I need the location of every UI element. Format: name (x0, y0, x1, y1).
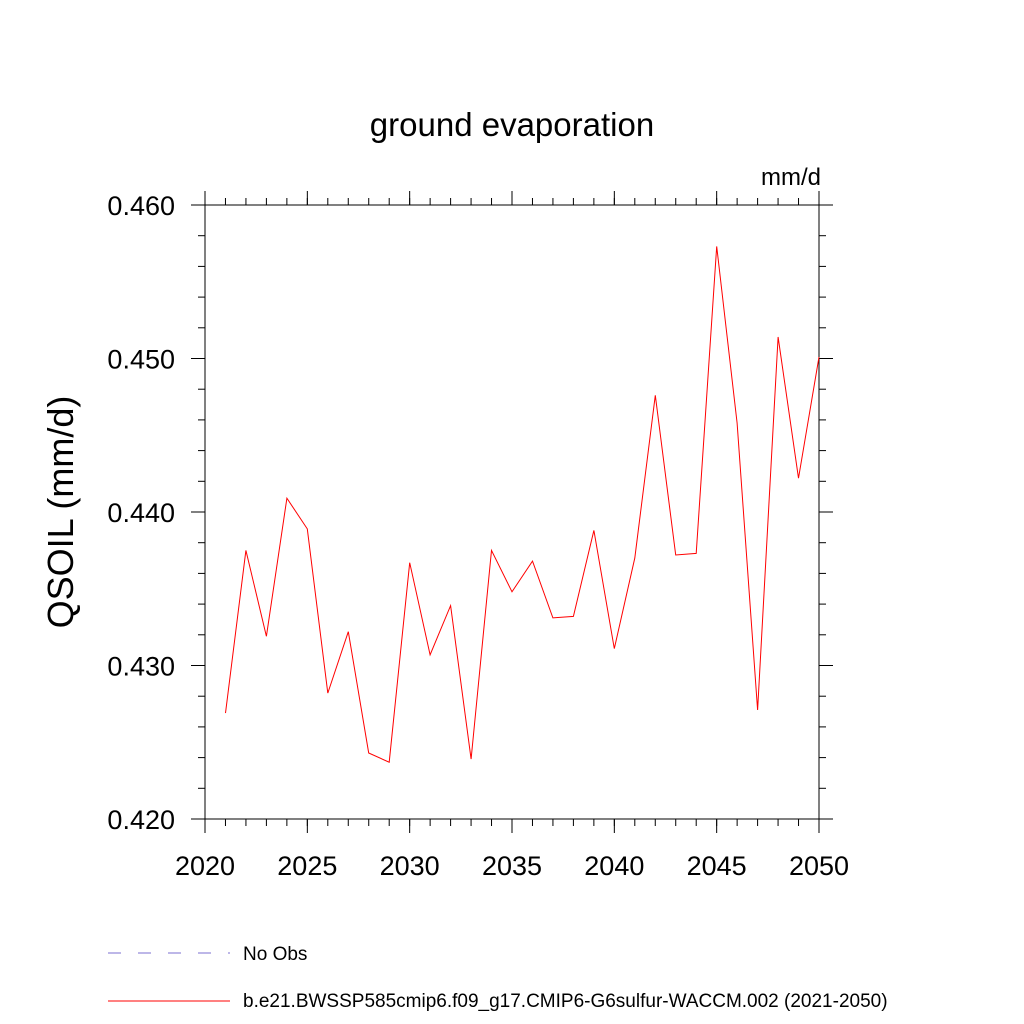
legend-label-no-obs: No Obs (243, 944, 307, 965)
y-tick-label: 0.460 (107, 191, 175, 221)
legend: No Obs b.e21.BWSSP585cmip6.f09_g17.CMIP6… (108, 944, 888, 1012)
y-axis: 0.420 0.430 0.440 0.450 0.460 (107, 191, 833, 835)
y-tick-label: 0.450 (107, 345, 175, 375)
x-tick-label: 2020 (175, 851, 235, 881)
plot-frame (204, 204, 820, 820)
x-tick-label: 2035 (482, 851, 542, 881)
chart-title: ground evaporation (370, 106, 654, 143)
x-tick-label: 2040 (584, 851, 644, 881)
x-tick-label: 2030 (380, 851, 440, 881)
units-label: mm/d (761, 164, 821, 191)
y-tick-label: 0.430 (107, 652, 175, 682)
x-axis: 2020 2025 2030 2035 2040 2045 2050 (175, 191, 849, 881)
y-tick-label: 0.420 (107, 805, 175, 835)
series-line (225, 246, 820, 763)
series-layer (225, 246, 820, 763)
y-axis-label: QSOIL (mm/d) (40, 396, 81, 629)
legend-label-model: b.e21.BWSSP585cmip6.f09_g17.CMIP6-G6sulf… (243, 991, 888, 1012)
x-tick-label: 2050 (789, 851, 849, 881)
x-tick-label: 2025 (277, 851, 337, 881)
x-tick-label: 2045 (687, 851, 747, 881)
y-tick-label: 0.440 (107, 498, 175, 528)
